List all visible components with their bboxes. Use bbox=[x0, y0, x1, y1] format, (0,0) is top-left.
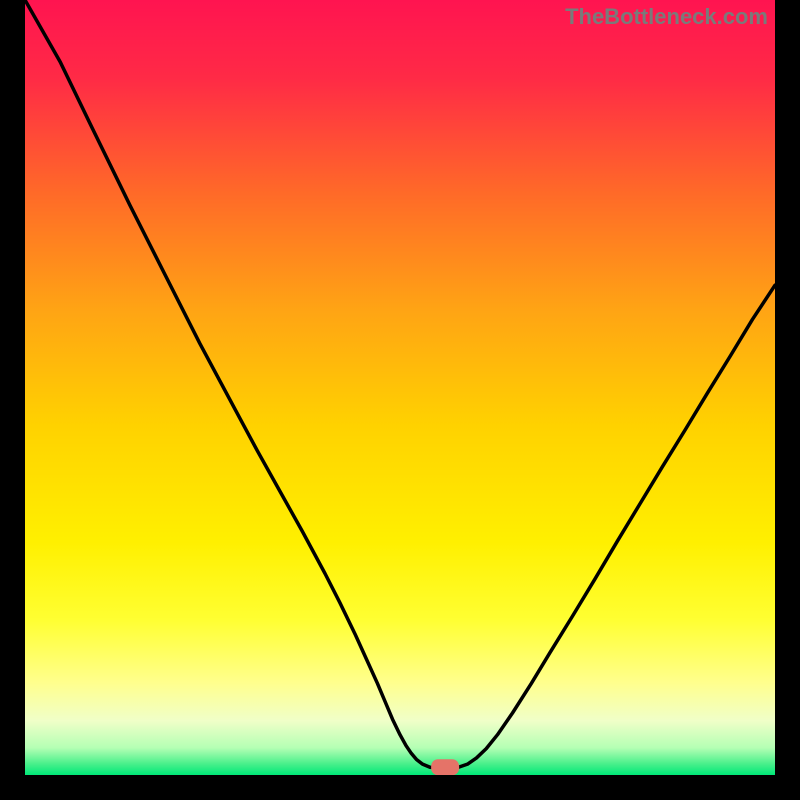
axis-border-left bbox=[0, 0, 25, 800]
plot-area bbox=[25, 0, 775, 775]
axis-border-right bbox=[775, 0, 800, 800]
bottleneck-marker bbox=[431, 760, 459, 776]
watermark-text: TheBottleneck.com bbox=[565, 4, 768, 30]
axis-border-bottom bbox=[0, 775, 800, 800]
bottleneck-curve bbox=[25, 0, 775, 775]
chart-container: TheBottleneck.com bbox=[0, 0, 800, 800]
